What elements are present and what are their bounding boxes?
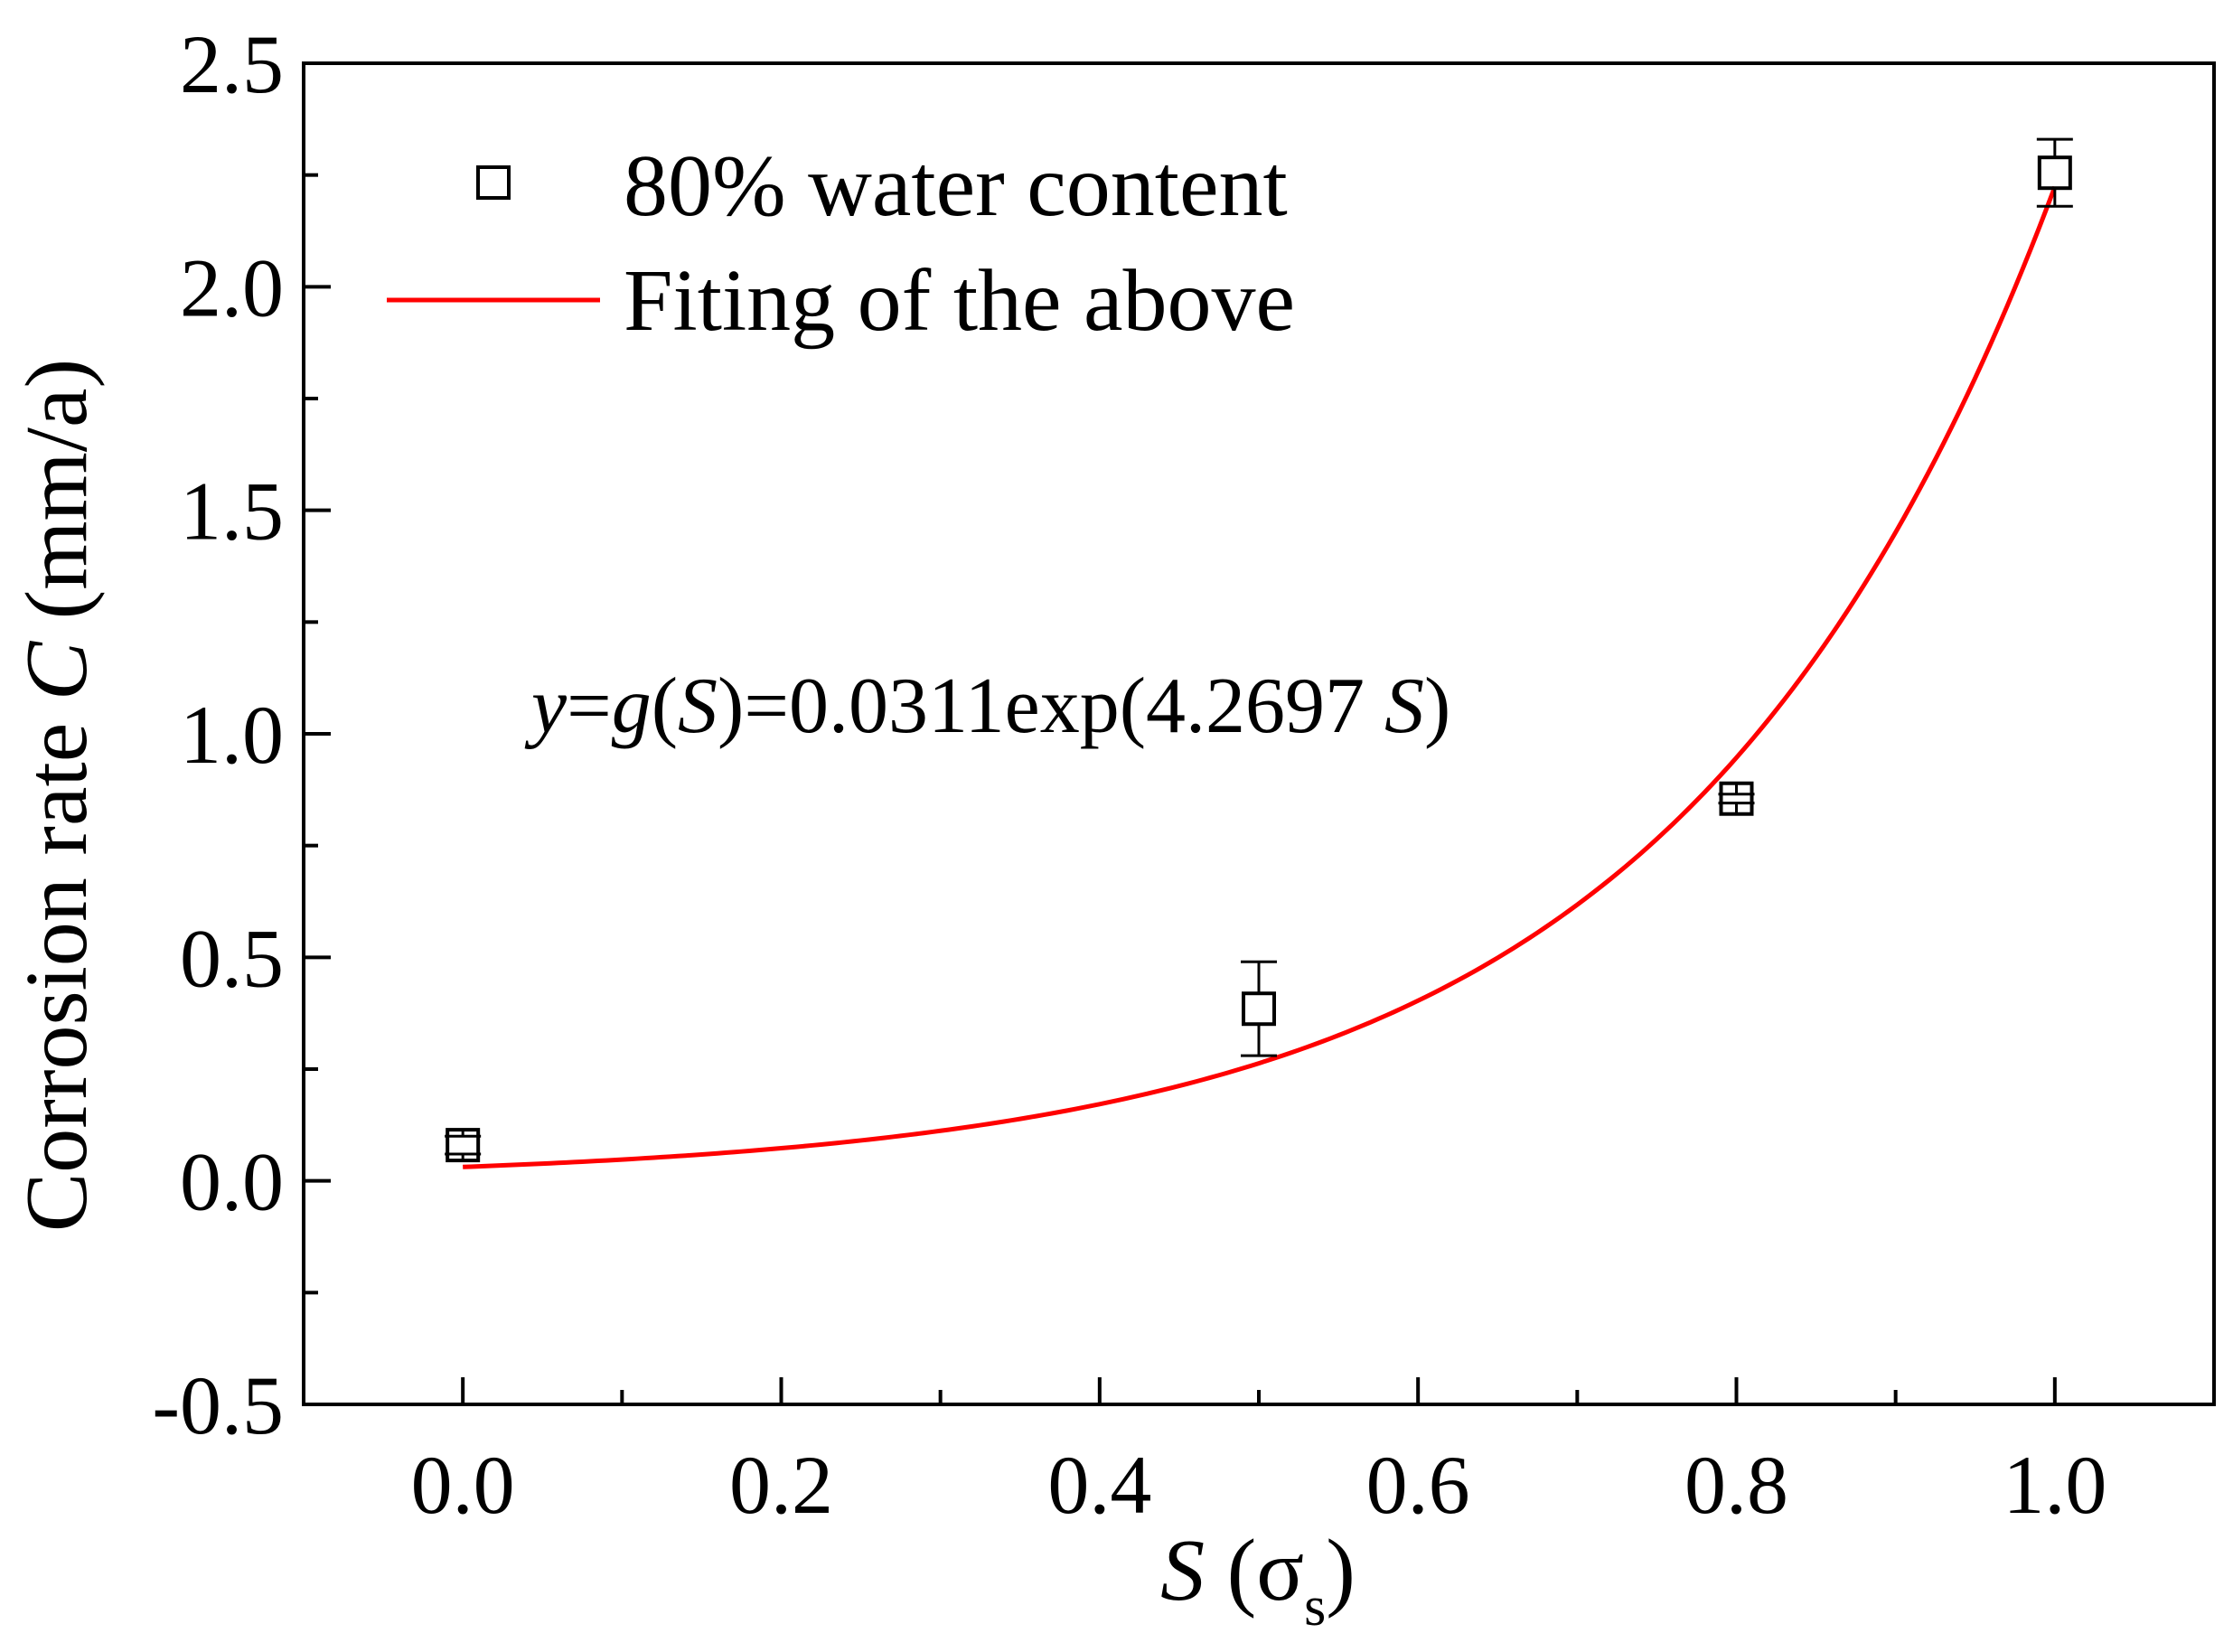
equation-part: = <box>567 662 612 750</box>
legend: 80% water content Fiting of the above <box>387 137 1295 350</box>
x-axis-title: S (σs) <box>1160 1522 1356 1638</box>
square-marker <box>1242 991 1276 1027</box>
x-tick-label: 0.4 <box>1047 1439 1151 1531</box>
legend-label-points: 80% water content <box>624 137 1288 235</box>
y-tick-label: 1.5 <box>180 465 284 558</box>
x-tick-label: 0.8 <box>1684 1439 1788 1531</box>
legend-label-fit: Fiting of the above <box>624 252 1295 350</box>
y-tick-label: 0.5 <box>180 912 284 1004</box>
data-point <box>2036 137 2073 208</box>
x-axis-unit: (σ <box>1205 1522 1304 1619</box>
x-axis-ticks: 0.0 0.2 0.4 0.6 0.8 1.0 <box>302 1377 2216 1531</box>
x-tick-label: 0.0 <box>411 1439 515 1531</box>
x-tick-label: 1.0 <box>2003 1439 2106 1531</box>
x-axis-unit-sub: s <box>1304 1576 1326 1638</box>
x-axis-unit-close: ) <box>1326 1522 1356 1619</box>
fit-equation: y=g(S)=0.0311exp(4.2697 S) <box>524 662 1450 750</box>
equation-part: S <box>1384 662 1424 750</box>
data-point <box>1718 781 1755 816</box>
y-axis-var: C <box>8 640 106 700</box>
square-marker <box>446 1128 481 1163</box>
equation-part: ( <box>652 662 678 750</box>
equation-part: ) <box>1424 662 1450 750</box>
legend-marker-square <box>476 165 511 200</box>
y-tick-label: 1.0 <box>180 689 284 781</box>
fit-curve-layer <box>463 185 2058 1169</box>
equation-part: y <box>524 662 568 750</box>
y-axis-suffix: (mm/a) <box>8 359 106 642</box>
equation-part: S <box>678 662 718 750</box>
square-marker <box>1719 781 1754 816</box>
fit-curve-line <box>463 185 2058 1169</box>
equation-part: )=0.0311exp(4.2697 <box>718 662 1384 750</box>
y-axis-ticks: -0.5 0.0 0.5 1.0 1.5 2.0 2.5 <box>152 18 331 1451</box>
equation-part: g <box>612 662 652 750</box>
data-point <box>445 1128 482 1163</box>
x-axis-var: S <box>1160 1522 1205 1619</box>
x-tick-label: 0.6 <box>1366 1439 1470 1531</box>
y-axis-prefix: Corrosion rate <box>8 700 106 1232</box>
square-marker <box>2037 155 2072 191</box>
y-tick-label: -0.5 <box>152 1359 284 1451</box>
y-tick-label: 2.0 <box>180 241 284 333</box>
y-axis-title: Corrosion rate C (mm/a) <box>8 359 106 1232</box>
data-points-layer <box>445 137 2073 1163</box>
x-tick-label: 0.2 <box>729 1439 833 1531</box>
y-tick-label: 2.5 <box>180 18 284 110</box>
y-tick-label: 0.0 <box>180 1136 284 1228</box>
data-point <box>1241 960 1277 1057</box>
